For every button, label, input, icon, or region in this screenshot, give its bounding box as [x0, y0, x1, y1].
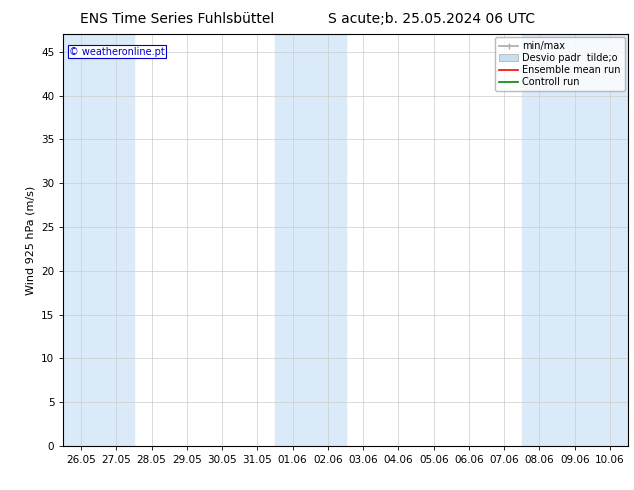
Bar	[275, 34, 346, 446]
Text: S acute;b. 25.05.2024 06 UTC: S acute;b. 25.05.2024 06 UTC	[328, 12, 534, 26]
Bar	[522, 34, 628, 446]
Text: ENS Time Series Fuhlsbüttel: ENS Time Series Fuhlsbüttel	[81, 12, 275, 26]
Legend: min/max, Desvio padr  tilde;o, Ensemble mean run, Controll run: min/max, Desvio padr tilde;o, Ensemble m…	[495, 37, 624, 91]
Bar	[63, 34, 134, 446]
Y-axis label: Wind 925 hPa (m/s): Wind 925 hPa (m/s)	[25, 186, 36, 294]
Text: © weatheronline.pt: © weatheronline.pt	[69, 47, 165, 57]
